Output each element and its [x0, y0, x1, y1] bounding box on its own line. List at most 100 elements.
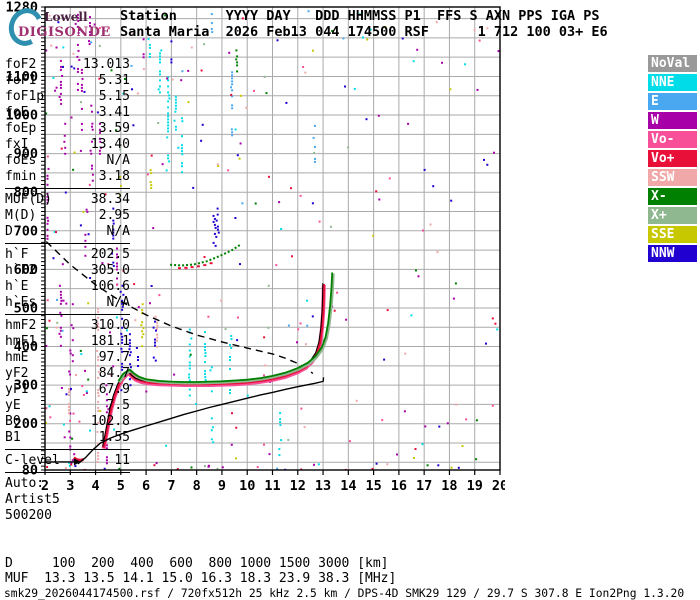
param-value: 310.0	[90, 318, 130, 333]
echo-data-layer	[45, 10, 500, 470]
param-row: hmE 97.7	[5, 350, 130, 366]
param-row: h`E 106.6	[5, 279, 130, 295]
fmin-arrow	[45, 458, 81, 466]
param-value: N/A	[106, 295, 130, 310]
param-value: 7.5	[106, 398, 130, 413]
param-value: 305.0	[90, 263, 130, 278]
legend-item: X-	[648, 188, 697, 205]
x-tick-label: 3	[66, 478, 74, 492]
param-label: C-level	[5, 453, 60, 468]
y-tick-label: 500	[14, 300, 38, 316]
separator-line	[5, 314, 130, 315]
param-row: foF1p 5.15	[5, 89, 130, 105]
muf-table: D 100 200 400 600 800 1000 1500 3000 [km…	[5, 556, 396, 586]
separator-line	[5, 472, 130, 473]
header-columns-line: Station YYYY DAY DDD HHMMSS P1 FFS S AXN…	[120, 8, 600, 24]
param-group: MUF(D) 38.34 M(D) 2.95 D N/A	[5, 192, 130, 240]
x-tick-label: 11	[264, 478, 280, 492]
legend-item: NoVal	[648, 55, 697, 72]
header-values-line: Santa Maria 2026 Feb13 044 174500 RSF 1 …	[120, 24, 608, 40]
x-tick-label: 15	[365, 478, 381, 492]
param-value: 1.55	[98, 430, 130, 445]
param-value: 3.18	[98, 169, 130, 184]
param-label: hmF2	[5, 318, 37, 333]
x-tick-label: 10	[239, 478, 255, 492]
param-label: yE	[5, 398, 21, 413]
param-value: 97.7	[98, 350, 130, 365]
param-value: 202.5	[90, 247, 130, 262]
legend-item: NNE	[648, 74, 697, 91]
x-tick-label: 17	[416, 478, 432, 492]
legend-label: SSE	[651, 227, 675, 242]
param-row: hmF2 310.0	[5, 318, 130, 334]
legend-label: E	[651, 94, 659, 109]
param-row: foF2 13.013	[5, 57, 130, 73]
x-tick-label: 20	[492, 478, 505, 492]
y-tick-label: 1100	[5, 69, 38, 85]
legend-label: SSW	[651, 170, 675, 185]
param-label: foF2	[5, 57, 37, 72]
separator-line	[5, 243, 130, 244]
x-tick-label: 5	[117, 478, 125, 492]
x-tick-label: 8	[193, 478, 201, 492]
y-tick-label: 200	[14, 416, 38, 432]
param-value: 181.1	[90, 334, 130, 349]
legend-label: Vo+	[651, 151, 675, 166]
y-tick-label: 700	[14, 223, 38, 239]
param-value: 5.15	[98, 89, 130, 104]
param-label: fmin	[5, 169, 37, 184]
param-value: 102.8	[90, 414, 130, 429]
second-hop-x-trace	[170, 243, 242, 267]
y-tick-label: 400	[14, 339, 38, 355]
param-row: h`Es N/A	[5, 295, 130, 311]
param-group: hmF2 310.0 hmF1 181.1 hmE 97.7 yF2 84.7 yF1 67.9 y…	[5, 318, 130, 446]
legend-label: X-	[651, 189, 667, 204]
autoscaling-info: Auto: Artist5 500200	[5, 476, 130, 524]
param-value: 38.34	[90, 192, 130, 207]
param-row: h`F 202.5	[5, 247, 130, 263]
auto-title: Auto:	[5, 476, 45, 491]
x-tick-label: 16	[391, 478, 407, 492]
param-value: 67.9	[98, 382, 130, 397]
x-tick-label: 14	[340, 478, 356, 492]
param-label: foF1	[5, 73, 37, 88]
param-label: B0	[5, 414, 21, 429]
param-row: fmin 3.18	[5, 169, 130, 185]
param-value: 13.013	[83, 57, 130, 72]
param-label: foEs	[5, 153, 37, 168]
y-tick-label: 900	[14, 146, 38, 162]
legend-item: NNW	[648, 245, 697, 262]
param-row: D N/A	[5, 224, 130, 240]
param-label: foEp	[5, 121, 37, 136]
legend-item: Vo-	[648, 131, 697, 148]
param-value: 5.31	[98, 73, 130, 88]
parameter-panel: foF2 13.013 foF1 5.31 foF1p 5.15 foE 3.41 foEp 3.…	[5, 57, 130, 524]
x-tick-label: 12	[290, 478, 306, 492]
logo-lowell-text: Lowell	[44, 10, 88, 24]
legend-label: Vo-	[651, 132, 675, 147]
separator-line	[5, 188, 130, 189]
param-row: M(D) 2.95	[5, 208, 130, 224]
param-row: B1 1.55	[5, 430, 130, 446]
legend-item: W	[648, 112, 697, 129]
file-status-line: smk29_2026044174500.rsf / 720fx512h 25 k…	[4, 587, 685, 600]
x-tick-label: 2	[41, 478, 49, 492]
param-row: h`F2 305.0	[5, 263, 130, 279]
param-row: MUF(D) 38.34	[5, 192, 130, 208]
param-row: foE 3.41	[5, 105, 130, 121]
x-tick-label: 18	[441, 478, 457, 492]
param-value: 2.95	[98, 208, 130, 223]
y-tick-label: 600	[14, 262, 38, 278]
param-value: N/A	[106, 224, 130, 239]
y-tick-label: 300	[14, 378, 38, 394]
legend-item: Vo+	[648, 150, 697, 167]
transmission-curve	[45, 241, 314, 375]
param-row: foF1 5.31	[5, 73, 130, 89]
param-label: foE	[5, 105, 29, 120]
x-axis: 2 3 4 5 6 7 8 9 10 11 12 13 14 15 16 17 18 19 20	[41, 470, 508, 494]
grid-lines	[45, 7, 500, 470]
legend-item: E	[648, 93, 697, 110]
param-label: hmE	[5, 350, 29, 365]
param-label: fxI	[5, 137, 29, 152]
